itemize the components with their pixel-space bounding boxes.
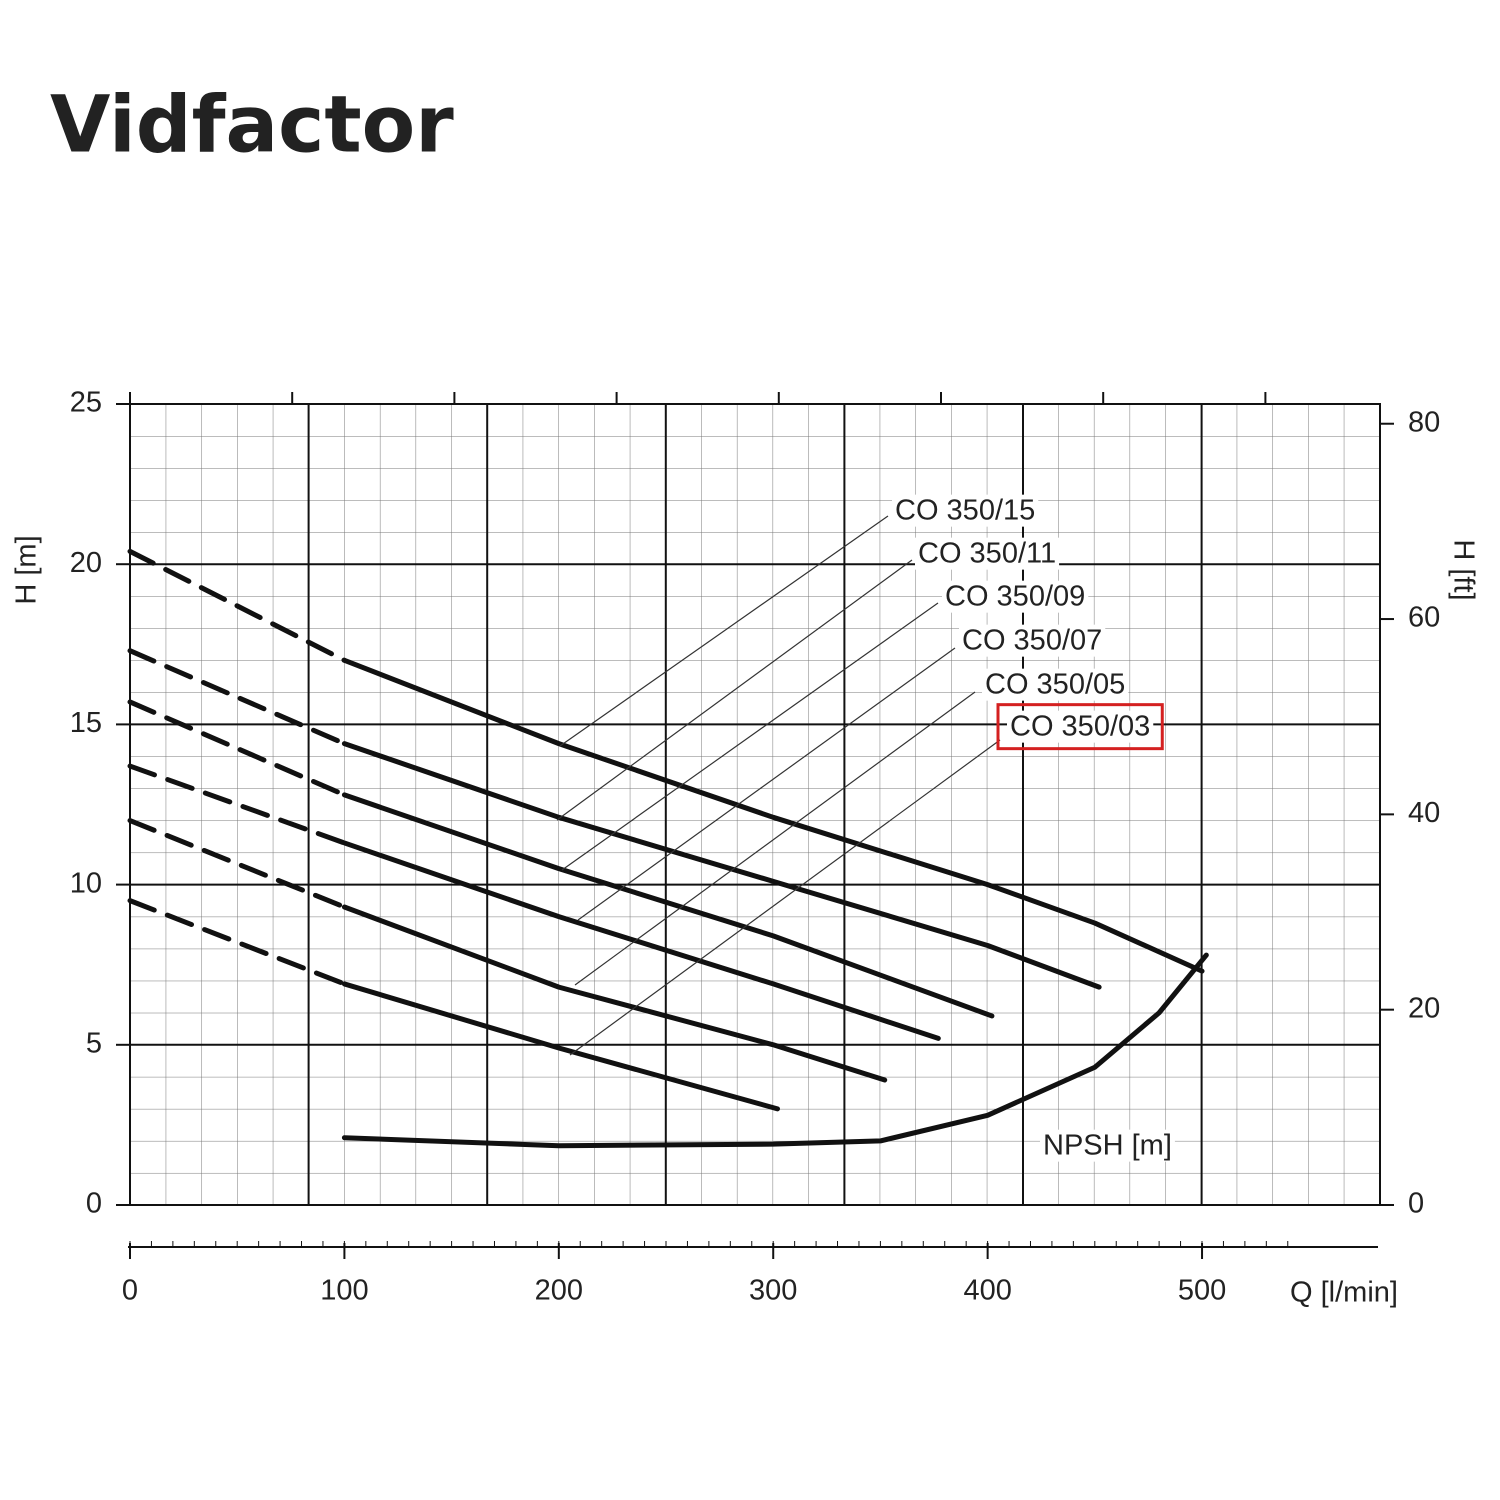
y-tick-label: 5 — [86, 1027, 102, 1059]
series-line — [341, 904, 888, 1083]
series-line — [341, 952, 1209, 1149]
y-tick-label: 15 — [70, 707, 102, 739]
y2-axis-label: H [ft] — [1447, 539, 1479, 600]
x-tick-label: 300 — [749, 1275, 797, 1307]
major-grid — [307, 404, 1203, 1205]
series-label: CO 350/05 — [985, 669, 1125, 701]
series-line — [341, 657, 1205, 974]
x-tick-label: 200 — [535, 1275, 583, 1307]
logo: Vidfactor — [50, 80, 454, 170]
series-line-dashed — [127, 763, 347, 846]
series-label: CO 350/07 — [962, 625, 1102, 657]
label-bg — [1007, 710, 1154, 743]
leader-line — [569, 739, 1001, 1056]
series-label: CO 350/09 — [945, 581, 1085, 613]
y2-tick-label: 40 — [1408, 797, 1440, 829]
y2-tick-label: 60 — [1408, 602, 1440, 634]
leader-line — [556, 559, 913, 821]
y2-tick-label: 80 — [1408, 406, 1440, 438]
leader-line — [561, 602, 939, 871]
series-line — [341, 840, 941, 1041]
series-line — [341, 792, 995, 1019]
label-bg — [942, 580, 1089, 613]
series-label: CO 350/11 — [918, 538, 1056, 570]
label-bg — [892, 494, 1039, 527]
label-bg — [915, 537, 1060, 570]
leader-line — [577, 647, 956, 921]
series-line-dashed — [127, 699, 347, 798]
x-tick-label: 400 — [963, 1275, 1011, 1307]
y-axis-label: H [m] — [11, 535, 43, 604]
x-tick-label: 100 — [320, 1275, 368, 1307]
series-line-dashed — [127, 898, 347, 987]
highlight-box — [996, 703, 1164, 751]
series-line-dashed — [127, 548, 347, 663]
y-tick-label: 10 — [70, 867, 102, 899]
series-label: CO 350/15 — [895, 495, 1035, 527]
series-line — [341, 981, 781, 1112]
series-label: CO 350/03 — [1010, 711, 1150, 743]
series-line-dashed — [127, 818, 347, 910]
y-tick-label: 20 — [70, 547, 102, 579]
x-tick-label: 500 — [1178, 1275, 1226, 1307]
label-bg — [1040, 1129, 1175, 1162]
leader-line — [559, 515, 889, 747]
label-bg — [959, 624, 1106, 657]
series-label: NPSH [m] — [1043, 1130, 1172, 1162]
series-line-dashed — [127, 648, 347, 747]
leader-line — [574, 691, 976, 986]
x-axis-label: Q [l/min] — [1290, 1277, 1398, 1309]
series-line — [341, 741, 1102, 990]
label-bg — [982, 668, 1129, 701]
y-tick-label: 0 — [86, 1188, 102, 1220]
y2-tick-label: 0 — [1408, 1188, 1424, 1220]
x-tick-label: 0 — [122, 1275, 138, 1307]
y2-tick-label: 20 — [1408, 992, 1440, 1024]
y-tick-label: 25 — [70, 387, 102, 419]
plot-area — [129, 403, 1381, 1206]
